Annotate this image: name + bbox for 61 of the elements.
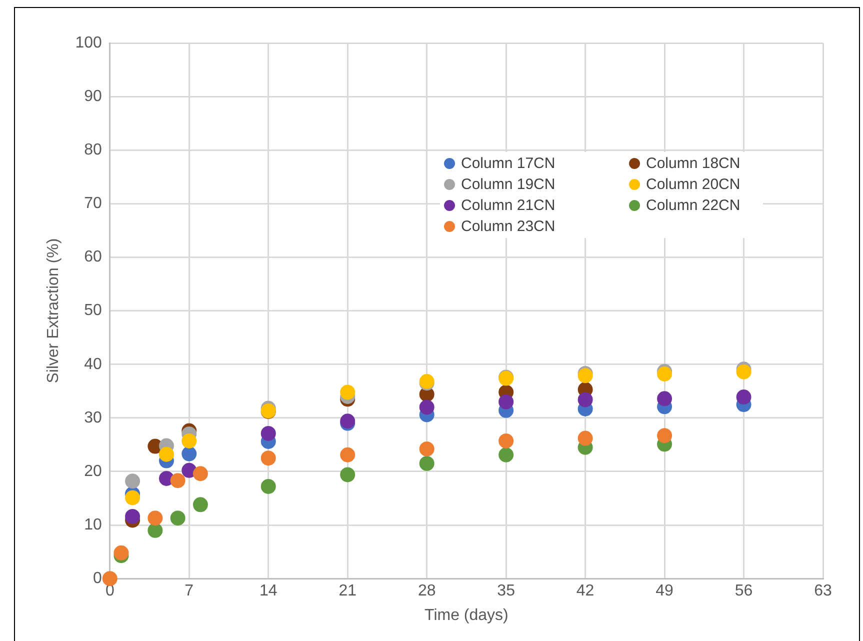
y-tick-label: 90 xyxy=(84,88,102,105)
y-tick-label: 20 xyxy=(84,462,102,480)
x-tick-label: 7 xyxy=(184,582,194,600)
point xyxy=(192,497,208,512)
y-tick-label: 40 xyxy=(84,356,102,373)
y-tick-label: 0 xyxy=(92,570,102,588)
point xyxy=(102,571,118,586)
y-tick-label: 80 xyxy=(84,142,102,159)
point xyxy=(148,522,163,538)
point xyxy=(419,456,434,471)
point xyxy=(657,391,672,406)
point xyxy=(260,450,276,466)
point xyxy=(125,474,140,489)
point xyxy=(192,466,208,482)
y-tick-label: 30 xyxy=(84,409,102,426)
point xyxy=(182,446,197,462)
point xyxy=(419,441,434,456)
point xyxy=(125,508,140,524)
y-tick-label: 100 xyxy=(75,34,102,52)
point xyxy=(182,433,197,448)
legend-label: Column 18CN xyxy=(646,155,740,172)
legend-label: Column 19CN xyxy=(461,176,556,193)
point xyxy=(158,446,174,462)
x-tick-label: 21 xyxy=(338,582,357,600)
x-tick-label: 28 xyxy=(418,582,436,600)
point xyxy=(114,545,129,560)
point xyxy=(340,384,356,400)
y-tick-label: 60 xyxy=(84,248,102,266)
x-tick-label: 42 xyxy=(576,582,594,600)
x-axis-title: Time (days) xyxy=(424,606,508,624)
x-tick-label: 56 xyxy=(734,582,753,600)
y-tick-label: 50 xyxy=(84,302,102,320)
point xyxy=(419,400,434,415)
point xyxy=(498,447,514,462)
point xyxy=(657,366,672,382)
y-tick-label: 10 xyxy=(84,516,102,534)
legend-label: Column 20CN xyxy=(646,176,740,193)
x-tick-label: 35 xyxy=(497,582,516,600)
point xyxy=(736,390,752,405)
x-tick-label: 14 xyxy=(259,582,278,600)
legend-label: Column 17CN xyxy=(461,155,556,172)
point xyxy=(498,394,514,410)
y-axis-title: Silver Extraction (%) xyxy=(45,238,62,384)
point xyxy=(578,392,593,408)
x-tick-label: 49 xyxy=(656,582,674,600)
point xyxy=(170,473,186,488)
point xyxy=(148,510,163,526)
legend-label: Column 21CN xyxy=(461,197,556,214)
point xyxy=(260,426,276,441)
point xyxy=(260,478,276,494)
point xyxy=(340,467,356,482)
point xyxy=(578,430,593,446)
point xyxy=(125,490,140,506)
point xyxy=(498,433,514,448)
x-tick-label: 63 xyxy=(814,582,832,600)
y-tick-label: 70 xyxy=(84,195,102,212)
point xyxy=(170,510,186,526)
point xyxy=(657,428,672,444)
legend-label: Column 23CN xyxy=(461,218,556,235)
legend-label: Column 22CN xyxy=(646,197,740,214)
point xyxy=(340,447,356,462)
